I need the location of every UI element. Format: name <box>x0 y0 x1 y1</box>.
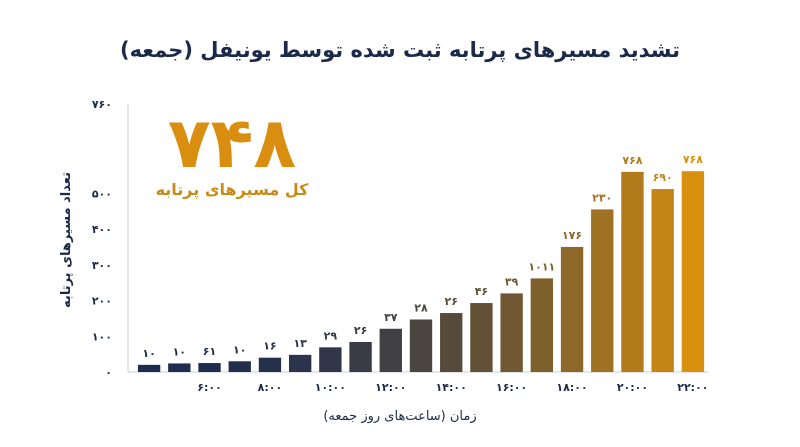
x-tick-label: ۱۴:۰۰ <box>436 381 467 394</box>
bar-value-label: ۲۶ <box>444 295 457 308</box>
bar <box>379 328 402 372</box>
bar <box>288 354 312 372</box>
bar-value-label: ۱۶ <box>263 340 276 353</box>
bar-value-label: ۱۰۱۱ <box>528 260 555 273</box>
x-tick-label: ۲۲:۰۰ <box>677 381 708 394</box>
y-tick-label: ۰ <box>105 366 112 379</box>
bar-value-label: ۲۶ <box>354 324 367 337</box>
y-tick-label: ۵۰۰ <box>92 187 112 200</box>
y-tick-label: ۱۰۰ <box>92 330 112 343</box>
x-tick-label: ۶:۰۰ <box>197 381 222 394</box>
bar <box>621 171 644 372</box>
bar <box>228 361 251 372</box>
bar-value-label: ۳۹ <box>505 275 519 288</box>
bar <box>137 364 161 372</box>
x-tick-label: ۲۰:۰۰ <box>617 381 648 394</box>
chart-title: تشدید مسیرهای پرتابه ثبت شده توسط یونیفل… <box>120 38 680 62</box>
x-ticks: ۶:۰۰ ۸:۰۰ ۱۰:۰۰ ۱۲:۰۰ ۱۴:۰۰ ۱۶:۰۰ ۱۸:۰۰ ۲۰:۰۰ ۲۲… <box>197 381 708 394</box>
x-tick-label: ۱۸:۰۰ <box>556 381 587 394</box>
bar <box>440 313 463 372</box>
x-tick-label: ۱۰:۰۰ <box>315 381 346 394</box>
bar-value-label: ۱۳ <box>293 337 307 350</box>
y-axis-title: تعداد مسیرهای پرتابه <box>59 172 74 308</box>
bar-value-label: ۶۱ <box>203 345 216 358</box>
bar-value-label: ۱۰ <box>142 347 155 360</box>
total-value: ۷۴۸ <box>168 102 296 184</box>
bar <box>651 189 674 372</box>
bar-value-label: ۱۰ <box>233 343 246 356</box>
bar-value-label: ۳۷ <box>384 311 398 324</box>
y-tick-label: ۳۰۰ <box>92 259 112 272</box>
y-ticks: ۰ ۱۰۰ ۲۰۰ ۳۰۰ ۴۰۰ ۵۰۰ ۷۶۰ <box>92 98 112 379</box>
bar-value-label: ۱۷۶ <box>562 229 582 242</box>
bar <box>168 363 191 372</box>
bar-value-label: ۴۶ <box>475 285 488 298</box>
bar-value-label: ۷۶۸ <box>622 154 642 167</box>
bar-labels: ۱۰ ۱۰ ۶۱ ۱۰ ۱۶ ۱۳ ۲۹ ۲۶ ۳۷ ۲۸ ۲۶ ۴۶ ۳۹ ۱۰۱۱ ۱۷۶ ۲۳۰ ۷۶۸ ۶… <box>142 153 703 360</box>
y-tick-label: ۴۰۰ <box>92 223 112 236</box>
bar <box>500 293 523 372</box>
bar <box>560 246 584 372</box>
bar <box>319 347 342 372</box>
x-axis-title: زمان (ساعت‌های روز جمعه) <box>323 409 476 424</box>
bar-value-label: ۱۰ <box>173 345 186 358</box>
bars <box>137 171 705 372</box>
bar <box>470 303 493 372</box>
bar-value-label: ۲۸ <box>414 301 428 314</box>
total-caption: کل مسیرهای پرتابه <box>156 180 310 200</box>
bar <box>409 319 433 372</box>
bar-value-label: ۲۳۰ <box>592 191 612 204</box>
x-tick-label: ۱۶:۰۰ <box>496 381 527 394</box>
y-tick-label: ۷۶۰ <box>92 98 112 111</box>
y-tick-label: ۲۰۰ <box>92 295 112 308</box>
bar <box>258 357 282 372</box>
bar-value-label: ۷۶۸ <box>683 153 703 166</box>
bar-value-label: ۲۹ <box>324 329 338 342</box>
bar <box>681 171 705 372</box>
bar <box>349 341 372 372</box>
x-tick-label: ۱۲:۰۰ <box>375 381 406 394</box>
bar <box>591 209 614 372</box>
x-tick-label: ۸:۰۰ <box>258 381 283 394</box>
bar <box>530 278 554 372</box>
bar <box>198 363 221 372</box>
bar-value-label: ۶۹۰ <box>653 171 673 184</box>
